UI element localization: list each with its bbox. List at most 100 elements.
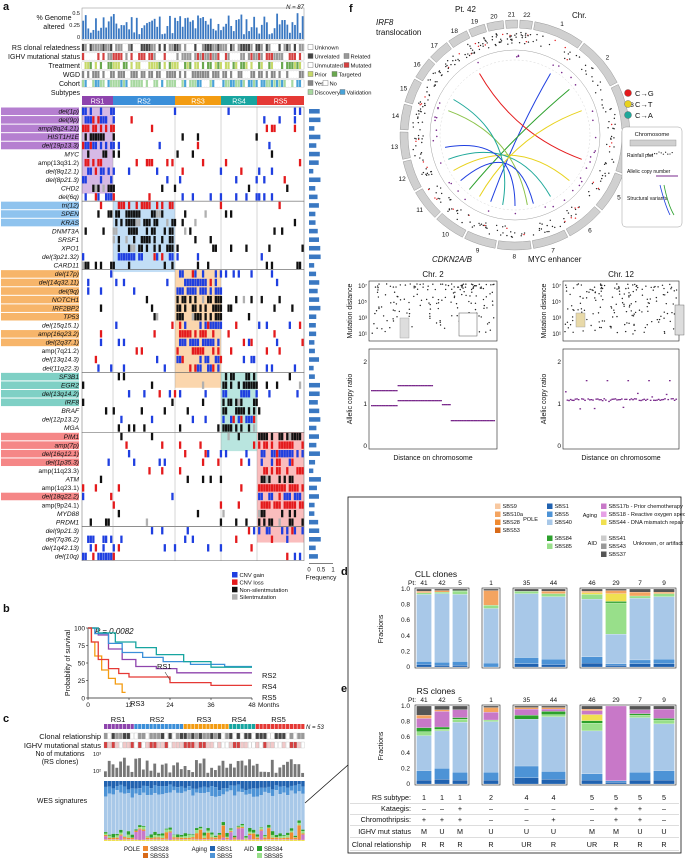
e-table-cell: R <box>439 840 444 849</box>
alteration-cell <box>204 313 207 321</box>
c-sig-segment <box>225 836 229 838</box>
mut-dot <box>630 303 632 305</box>
freq-tick: 1 <box>331 568 335 574</box>
alteration-cell <box>298 321 302 329</box>
track-cell <box>186 44 189 51</box>
ga-label: altered <box>43 24 65 31</box>
gene-label-bg <box>1 381 79 389</box>
signature-segment <box>605 588 627 591</box>
alteration-cell <box>184 535 187 543</box>
rainfall-dot <box>419 104 421 106</box>
subtype-label: RS3 <box>191 99 205 106</box>
alteration-cell <box>112 227 115 235</box>
alteration-cell <box>127 244 131 252</box>
rainfall-dot <box>609 108 611 111</box>
c-group-label: RS2 <box>150 715 165 724</box>
rainfall-dot <box>499 234 502 236</box>
mut-dot <box>392 286 395 288</box>
acr-segment <box>479 420 481 422</box>
mut-frame <box>562 280 680 342</box>
rainfall-dot <box>524 36 527 38</box>
c-sig-segment <box>301 829 305 832</box>
rainfall-dot <box>456 218 458 221</box>
track-cell <box>120 44 123 51</box>
mut-dot <box>384 330 386 333</box>
c-mut-tick: 10² <box>93 769 101 775</box>
acr-segment <box>424 400 426 402</box>
c-sig-segment <box>138 788 142 796</box>
frequency-bar <box>309 203 319 208</box>
alteration-cell <box>158 390 161 398</box>
frequency-bar <box>309 348 315 354</box>
mut-dot <box>422 283 424 285</box>
alteration-cell <box>186 278 189 287</box>
track-cell <box>224 62 228 69</box>
c-sig-segment <box>111 839 115 841</box>
rainfall-dot <box>467 53 469 55</box>
frequency-bar <box>309 451 320 456</box>
chromosome-segment <box>404 78 422 105</box>
track-cell <box>201 62 205 69</box>
alteration-cell <box>242 338 246 347</box>
alteration-cell <box>219 501 223 509</box>
c-sig-segment <box>221 781 225 789</box>
alteration-cell <box>301 527 304 535</box>
signature-segment <box>514 707 539 710</box>
track-cell <box>140 80 143 87</box>
mut-dot <box>376 285 379 287</box>
c-mut-bar <box>119 761 123 777</box>
panel-label-c: c <box>3 713 9 725</box>
mut-dot <box>437 307 439 310</box>
c-sig-segment <box>157 839 161 841</box>
mut-dot <box>567 327 570 329</box>
c-sig-segment <box>134 793 138 830</box>
alteration-cell <box>104 552 108 561</box>
track-cell <box>199 71 202 78</box>
c-sig-segment <box>115 786 119 791</box>
track-cell <box>97 44 100 51</box>
c-row-cell <box>259 732 263 740</box>
gene-label: del(13q14.2) <box>42 391 79 398</box>
c-mut-bar <box>187 770 191 777</box>
alteration-cell <box>196 253 200 261</box>
legend-swatch <box>307 89 314 95</box>
c-sig-segment <box>274 837 279 839</box>
alteration-cell <box>230 424 233 432</box>
alteration-cell <box>204 415 207 424</box>
track-label: Subtypes <box>51 90 81 97</box>
alteration-cell <box>161 253 164 261</box>
frequency-bar <box>309 365 314 371</box>
mut-dot <box>641 288 643 291</box>
c-row-cell <box>168 741 172 749</box>
c-sig-segment <box>270 839 275 840</box>
mut-dot <box>470 288 473 291</box>
rainfall-dot <box>594 92 597 94</box>
acr-segment <box>418 400 421 402</box>
signature-segment <box>514 593 539 658</box>
rainfall-dot <box>452 55 454 57</box>
sig-group-label: Aging <box>583 513 597 519</box>
c-sig-segment <box>225 839 229 841</box>
rainfall-dot <box>440 74 443 77</box>
inset-highlight <box>399 317 410 339</box>
gene-label-bg <box>1 304 79 312</box>
c-sig-segment <box>263 787 267 792</box>
pt-label: 42 <box>438 697 446 704</box>
alteration-cell <box>140 253 143 261</box>
mut-dot <box>634 329 636 332</box>
acr-segment <box>415 385 418 387</box>
alteration-cell <box>127 227 131 235</box>
alteration-cell <box>204 304 207 312</box>
log-tick: 10⁷ <box>358 283 367 290</box>
c-sig-segment <box>104 839 108 841</box>
c-sig-segment <box>176 792 180 835</box>
alteration-cell <box>296 450 299 458</box>
frequency-bar <box>309 134 321 140</box>
c-row-cell <box>145 732 150 740</box>
mut-dot <box>566 321 569 323</box>
gene-label: del(19p13.3) <box>42 143 79 150</box>
c-sig-segment <box>229 839 233 841</box>
c-sig-segment <box>164 832 169 839</box>
signature-segment <box>416 715 432 719</box>
track-cell <box>235 44 238 51</box>
